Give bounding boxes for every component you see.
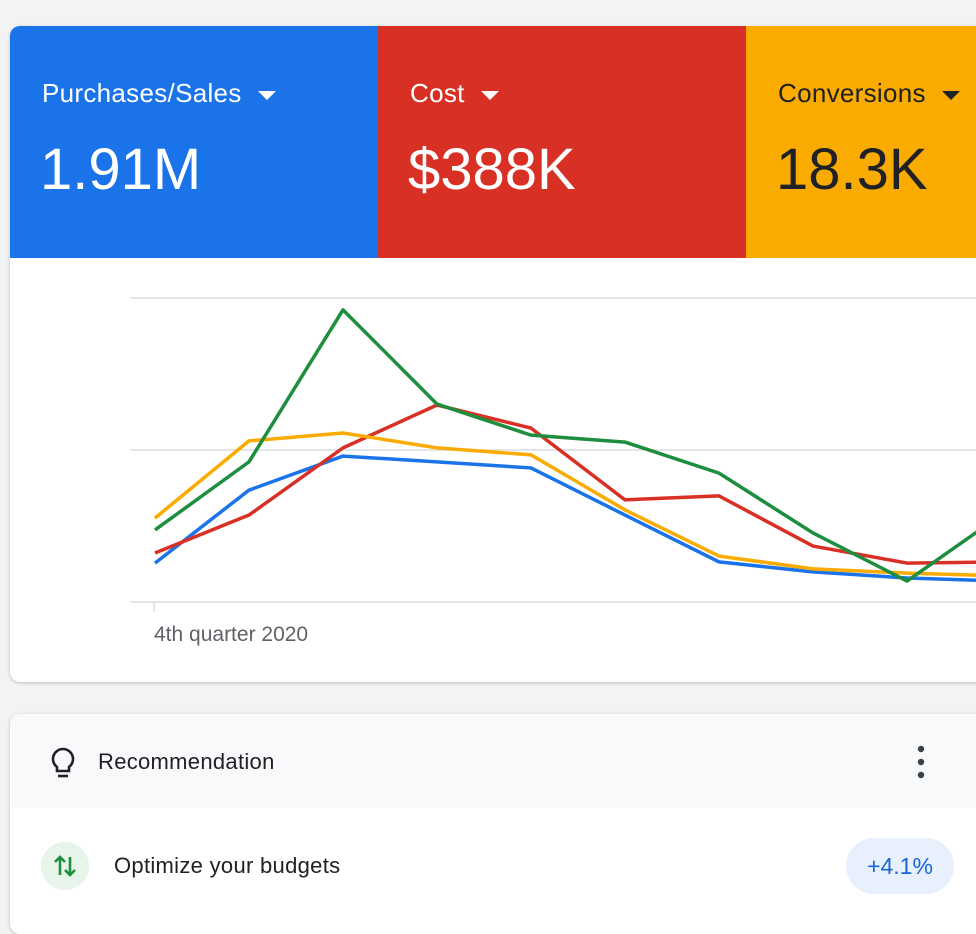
page: Purchases/Sales 1.91M Cost $388K Convers… (0, 0, 976, 904)
uplift-badge: +4.1% (846, 838, 954, 894)
metric-tile[interactable]: Cost $388K (378, 26, 746, 258)
budget-icon (41, 842, 89, 890)
line-series (154, 403, 976, 565)
metric-value: $388K (408, 137, 576, 202)
line-series (153, 308, 976, 583)
recommendation-title: Recommendation (98, 749, 275, 774)
metric-tile[interactable]: Conversions 18.3K (746, 26, 976, 258)
line-series (153, 431, 976, 577)
recommendation-card: Recommendation Optimize your budgets +4.… (10, 714, 976, 934)
recommendation-item[interactable]: Optimize your budgets (114, 853, 341, 878)
metric-label: Conversions (778, 78, 960, 109)
performance-card: Purchases/Sales 1.91M Cost $388K Convers… (10, 26, 976, 682)
metric-label: Cost (410, 78, 499, 109)
metric-tile[interactable]: Purchases/Sales 1.91M (10, 26, 378, 258)
more-menu[interactable] (912, 744, 930, 780)
chart: 4th quarter 2020 (130, 297, 976, 646)
recommendation-header: Recommendation (10, 714, 976, 808)
x-tick-label: 4th quarter 2020 (154, 623, 308, 646)
line-series (153, 454, 976, 582)
metric-value: 1.91M (40, 137, 202, 202)
bulb-icon (51, 747, 75, 778)
metric-label: Purchases/Sales (42, 78, 276, 109)
metric-value: 18.3K (776, 137, 928, 202)
